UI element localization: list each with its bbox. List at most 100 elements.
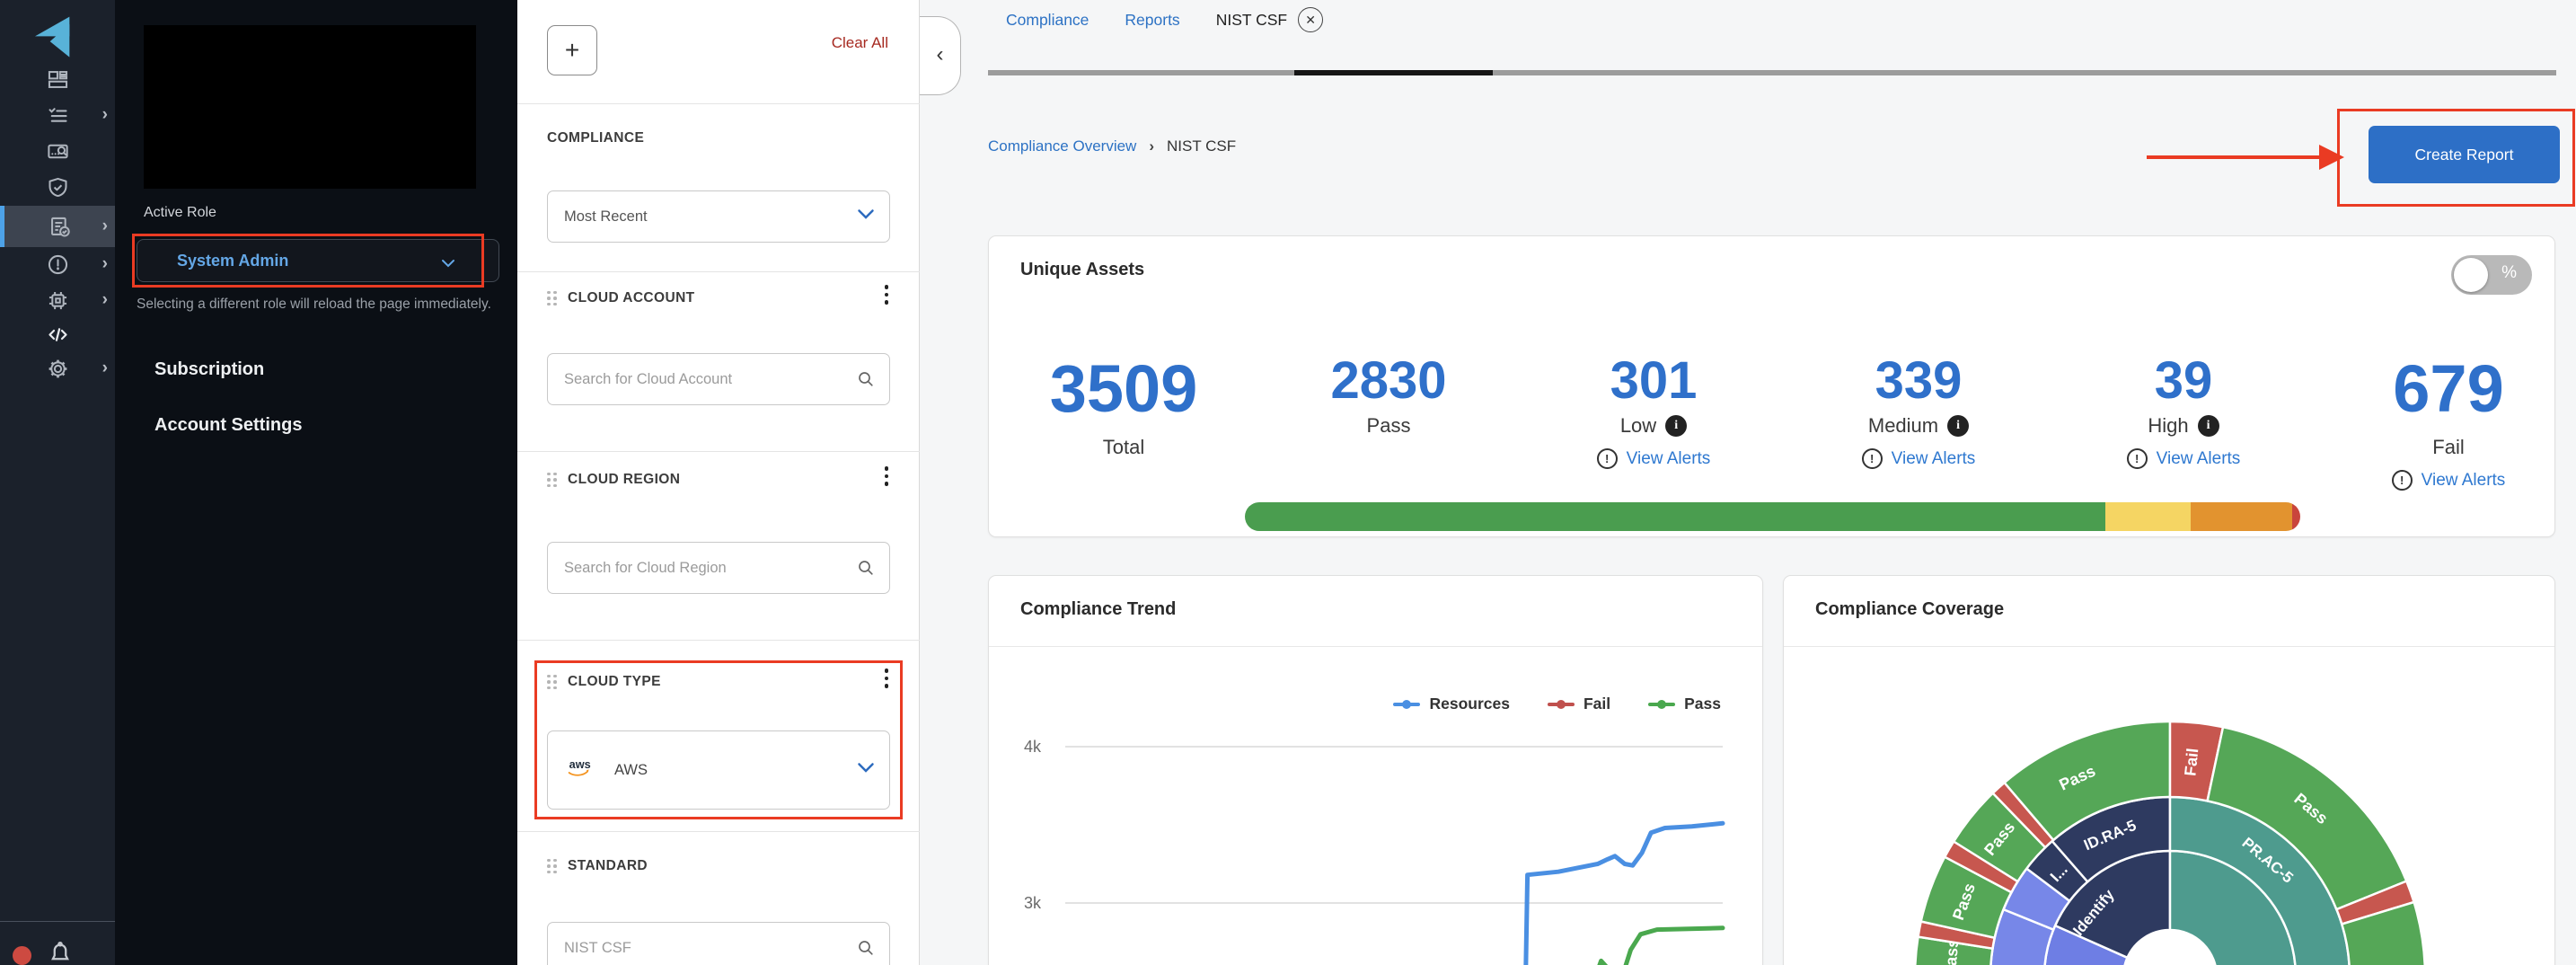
compliance-trend-chart[interactable]: 4k 3k [989,576,1763,965]
legend-label: Resources [1429,695,1510,713]
filter-header-standard: STANDARD [547,858,648,874]
filter-search-input[interactable] [564,940,889,957]
chevron-down-icon [857,761,875,779]
chevron-right-icon: › [102,254,108,274]
close-tab-icon[interactable]: ✕ [1298,7,1323,32]
view-alerts-link[interactable]: !View Alerts [2127,448,2241,469]
stat-value: 301 [1610,351,1698,411]
sidebar-item-settings[interactable]: › [0,350,115,386]
breadcrumb: Compliance Overview › NIST CSF [988,137,1236,155]
breadcrumb-separator: › [1149,137,1154,155]
chevron-right-icon: › [102,105,108,125]
legend-item-resources[interactable]: Resources [1393,695,1510,713]
svg-text:4k: 4k [1024,738,1042,756]
chevron-down-icon [441,256,455,265]
divider [517,640,920,641]
drag-handle-icon[interactable] [547,859,557,874]
sidebar: › › › › › [0,0,115,965]
tab-underline-active [1294,70,1493,75]
clear-all-button[interactable]: Clear All [832,34,888,52]
sidebar-item-compute[interactable]: › [0,282,115,318]
add-filter-button[interactable]: + [547,25,597,75]
investigate-icon [46,139,70,164]
kebab-menu-icon[interactable] [885,285,889,305]
info-icon[interactable]: i [1947,415,1969,437]
legend-marker-icon [1393,700,1420,709]
sidebar-item-compliance[interactable]: › [0,206,115,247]
filter-search-cloud-region[interactable] [547,542,890,594]
filter-search-standard[interactable] [547,922,890,965]
drag-handle-icon[interactable] [547,291,557,306]
active-role-label: Active Role [144,205,216,221]
chevron-right-icon: › [102,217,108,236]
sidebar-divider [0,921,115,922]
collapse-panel-button[interactable]: ‹ [920,16,961,95]
unique-assets-card: Unique Assets % 3509Total2830Pass301Lowi… [988,235,2555,537]
tab-reports[interactable]: Reports [1125,11,1179,30]
stat-label: Total [1103,436,1144,459]
gear-icon [46,357,70,381]
divider [517,103,920,104]
compliance-filter-select[interactable]: Most Recent [547,190,890,243]
kebab-menu-icon[interactable] [885,466,889,486]
sunburst-label: Fail [2181,748,2201,777]
svg-text:3k: 3k [1024,894,1042,912]
tab-nist-csf[interactable]: NIST CSF✕ [1216,7,1323,32]
filter-search-input[interactable] [564,560,889,577]
role-menu-item-account-settings[interactable]: Account Settings [154,415,302,436]
sidebar-item-investigate[interactable] [0,133,115,169]
filter-select-value: AWS [614,762,648,779]
sidebar-item-dashboard[interactable] [0,61,115,97]
drag-handle-icon[interactable] [547,675,557,690]
alert-icon: ! [2127,448,2148,469]
role-menu-item-subscription[interactable]: Subscription [154,359,264,380]
bar-segment-pass [1245,502,2105,531]
info-icon[interactable]: i [1665,415,1687,437]
compliance-trend-card: Compliance Trend 4k3k ResourcesFailPass [988,575,1763,965]
stat-label: Medium [1868,414,1938,438]
compliance-filter-header: COMPLIANCE [547,130,644,146]
search-icon [857,939,875,957]
dashboard-icon [46,67,70,92]
tab-compliance[interactable]: Compliance [1006,11,1089,30]
legend-item-pass[interactable]: Pass [1648,695,1721,713]
trend-line-resources [1525,823,1723,965]
percent-toggle[interactable]: % [2451,255,2532,295]
sidebar-item-inventory[interactable]: › [0,97,115,133]
legend-marker-icon [1548,700,1575,709]
breadcrumb-parent-link[interactable]: Compliance Overview [988,137,1136,155]
filter-panel: + Clear All COMPLIANCE Most Recent CLOUD… [517,0,920,965]
filter-title: CLOUD REGION [568,472,680,488]
alert-icon: ! [1862,448,1883,469]
filter-search-input[interactable] [564,371,889,388]
legend-marker-icon [1648,700,1675,709]
stat-high: 39Highi!View Alerts [2058,351,2309,469]
info-icon[interactable]: i [2198,415,2219,437]
active-role-select[interactable]: System Admin [137,239,499,282]
sidebar-item-code[interactable] [0,316,115,352]
sidebar-item-governance[interactable] [0,169,115,205]
legend-label: Fail [1584,695,1610,713]
filter-search-cloud-account[interactable] [547,353,890,405]
prisma-cloud-logo-icon[interactable] [31,11,84,58]
create-report-button[interactable]: Create Report [2369,126,2560,183]
compliance-coverage-sunburst[interactable]: IdentifyI...ID.RA-5PR.AC-5PassPassPassPa… [1784,576,2555,965]
kebab-menu-icon[interactable] [885,668,889,688]
code-icon [46,323,70,347]
sidebar-item-alerts[interactable]: › [0,246,115,282]
stat-value: 3509 [1050,351,1198,427]
view-alerts-link[interactable]: ! View Alerts [1862,448,1976,469]
view-alerts-label: View Alerts [1892,449,1976,469]
compliance-coverage-card: Compliance Coverage IdentifyI...ID.RA-5P… [1783,575,2555,965]
filter-select-cloud-type[interactable]: awsAWS [547,730,890,810]
compliance-doc-icon [48,215,72,239]
drag-handle-icon[interactable] [547,473,557,488]
view-alerts-link[interactable]: !View Alerts [2392,470,2506,491]
unique-assets-title: Unique Assets [1020,260,1144,280]
bell-icon[interactable] [47,940,74,965]
filter-header-cloud-region: CLOUD REGION [547,472,680,488]
legend-item-fail[interactable]: Fail [1548,695,1610,713]
page: ››››› Active Role System Admin Selecting… [0,0,2576,965]
filter-header-cloud-account: CLOUD ACCOUNT [547,290,695,306]
view-alerts-link[interactable]: !View Alerts [1597,448,1711,469]
